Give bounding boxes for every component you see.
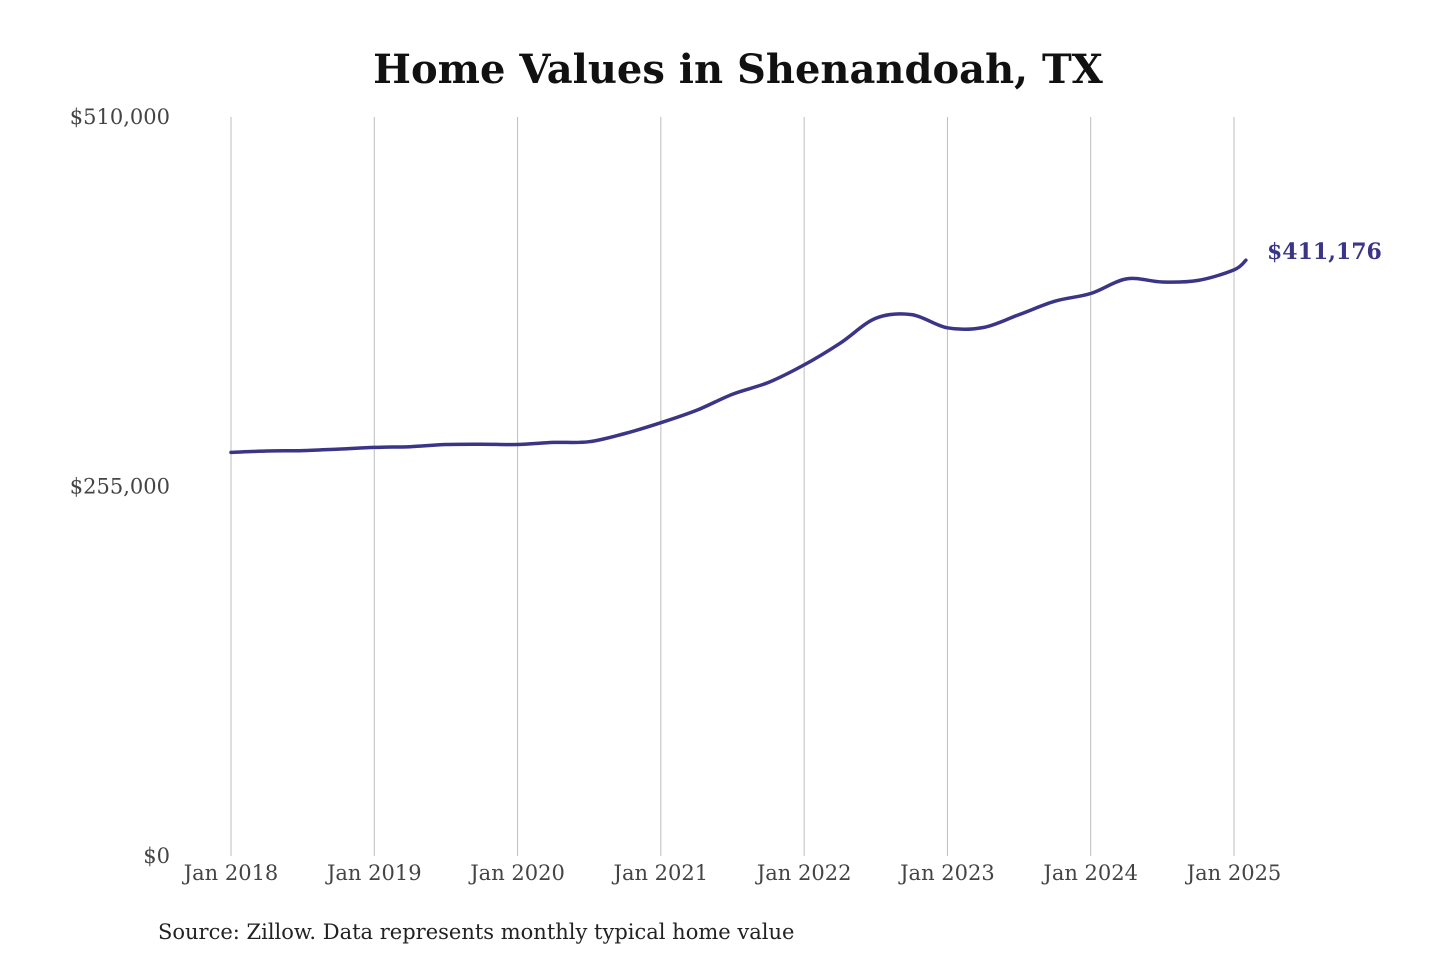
- end-value-label: $411,176: [1267, 239, 1382, 265]
- y-tick-label: $510,000: [70, 105, 170, 129]
- y-axis: $0 $255,000 $510,000: [70, 105, 170, 868]
- x-tick-label: Jan 2024: [1041, 861, 1138, 885]
- gridlines: [230, 117, 1235, 856]
- x-axis: Jan 2018 Jan 2019 Jan 2020 Jan 2021 Jan 2022…: [182, 861, 1282, 885]
- y-tick-label: $0: [143, 844, 170, 868]
- source-note: Source: Zillow. Data represents monthly …: [158, 920, 794, 944]
- x-tick-label: Jan 2025: [1185, 861, 1282, 885]
- x-tick-label: Jan 2023: [898, 861, 995, 885]
- home-value-line: [229, 258, 1248, 455]
- x-tick-label: Jan 2019: [325, 861, 422, 885]
- x-tick-label: Jan 2021: [612, 861, 709, 885]
- chart-title: Home Values in Shenandoah, TX: [373, 46, 1103, 93]
- y-tick-label: $255,000: [70, 475, 170, 499]
- x-tick-label: Jan 2018: [182, 861, 279, 885]
- x-tick-label: Jan 2020: [468, 861, 565, 885]
- x-tick-label: Jan 2022: [755, 861, 852, 885]
